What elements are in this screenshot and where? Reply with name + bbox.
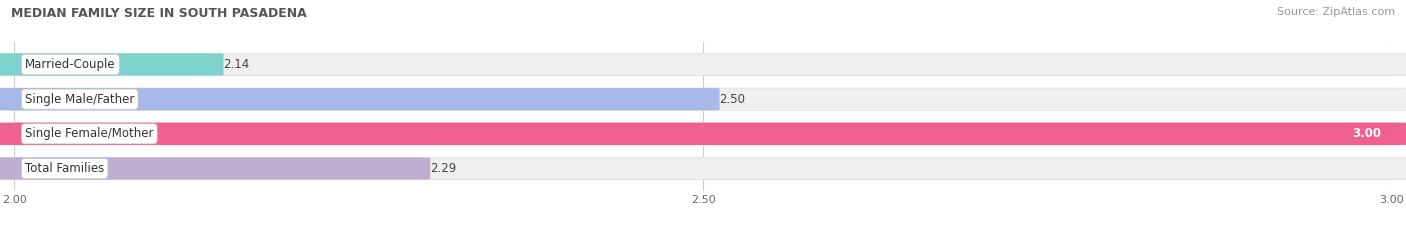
FancyBboxPatch shape <box>0 123 1406 145</box>
Text: Married-Couple: Married-Couple <box>25 58 115 71</box>
FancyBboxPatch shape <box>0 157 1406 180</box>
Text: 2.50: 2.50 <box>720 93 745 106</box>
Text: 2.29: 2.29 <box>430 162 457 175</box>
Text: Single Male/Father: Single Male/Father <box>25 93 135 106</box>
FancyBboxPatch shape <box>0 88 1406 110</box>
FancyBboxPatch shape <box>0 53 1406 76</box>
Text: Single Female/Mother: Single Female/Mother <box>25 127 153 140</box>
FancyBboxPatch shape <box>0 88 720 110</box>
Text: Source: ZipAtlas.com: Source: ZipAtlas.com <box>1277 7 1395 17</box>
Text: 3.00: 3.00 <box>1353 127 1381 140</box>
FancyBboxPatch shape <box>0 123 1406 145</box>
FancyBboxPatch shape <box>0 157 430 180</box>
Text: MEDIAN FAMILY SIZE IN SOUTH PASADENA: MEDIAN FAMILY SIZE IN SOUTH PASADENA <box>11 7 307 20</box>
Text: 2.14: 2.14 <box>224 58 250 71</box>
FancyBboxPatch shape <box>0 53 224 76</box>
Text: Total Families: Total Families <box>25 162 104 175</box>
